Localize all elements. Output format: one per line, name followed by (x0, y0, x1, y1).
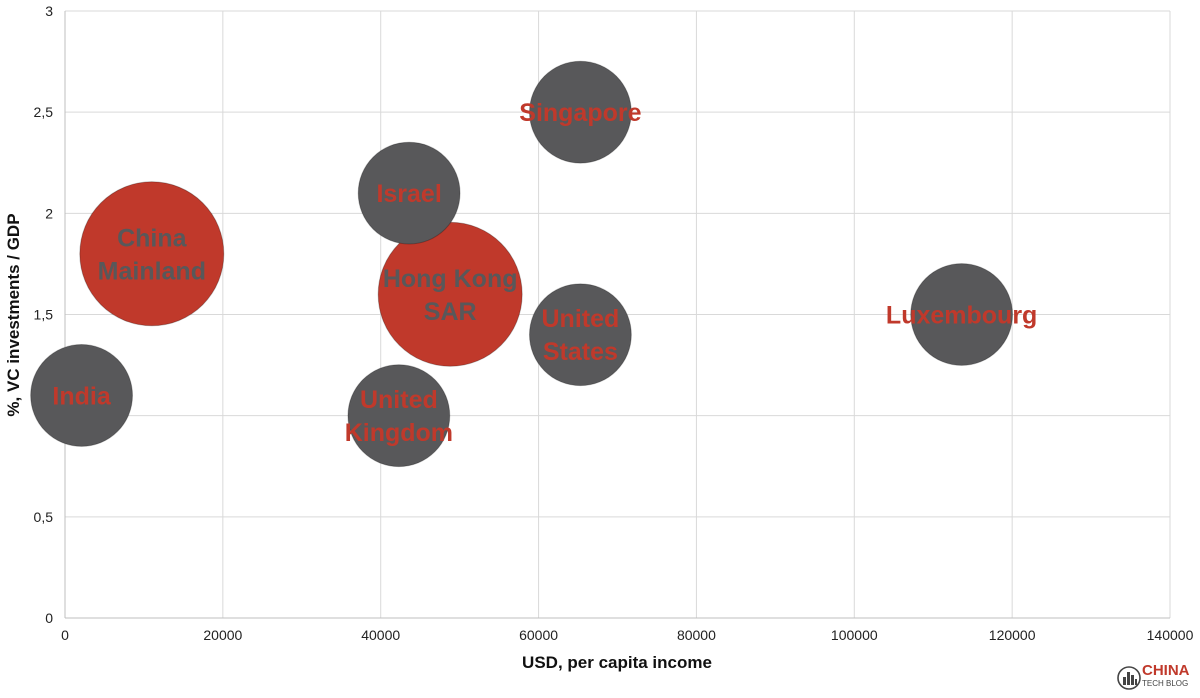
logo-name: CHINA (1142, 662, 1190, 679)
bubble-labels: China Mainland Hong Kong SAR Singapore Israel… (52, 99, 1037, 447)
bubble-hong-kong-sar (377, 221, 523, 367)
x-tick-label: 40000 (361, 627, 400, 643)
bubble-united-kingdom (347, 364, 451, 468)
x-tick-label: 80000 (677, 627, 716, 643)
y-tick-label: 2,5 (34, 104, 54, 120)
y-tick-label: 3 (45, 3, 53, 19)
bubble-label-luxembourg: Luxembourg (886, 302, 1037, 330)
bubble-label-united-states: States (543, 338, 618, 366)
x-tick-label: 20000 (203, 627, 242, 643)
logo-subtitle: TECH BLOG (1142, 679, 1189, 688)
y-tick-label: 2 (45, 205, 53, 221)
bubble-luxembourg (910, 263, 1014, 366)
bubble-label-hong-kong-sar: SAR (424, 298, 477, 326)
x-tick-label: 100000 (831, 627, 878, 643)
y-tick-label: 1,5 (34, 307, 54, 323)
x-axis-ticks: 0 20000 40000 60000 80000 100000 120000 140000 (61, 627, 1193, 643)
x-tick-label: 60000 (519, 627, 558, 643)
bubble-india (30, 344, 133, 447)
bubble-china-mainland (79, 181, 225, 327)
bubble-label-united-states: United (542, 305, 620, 333)
city-skyline-icon (1117, 666, 1141, 690)
y-tick-label: 0 (45, 610, 53, 626)
x-tick-label: 140000 (1147, 627, 1194, 643)
bubble-israel (357, 141, 461, 245)
y-axis-ticks: 00,511,522,53 (34, 3, 54, 626)
bubble-label-india: India (52, 382, 111, 410)
y-tick-label: 0,5 (34, 509, 54, 525)
bubble-label-israel: Israel (376, 180, 441, 208)
x-tick-label: 120000 (989, 627, 1036, 643)
bubble-label-china-mainland: China (117, 224, 188, 252)
bubbles (30, 60, 1014, 468)
bubble-label-hong-kong-sar: Hong Kong (383, 265, 518, 293)
bubble-singapore (528, 60, 632, 164)
x-axis-title: USD, per capita income (522, 653, 712, 672)
bubble-label-united-kingdom: Kingdom (345, 419, 453, 447)
china-tech-blog-logo: CHINA TECH BLOG (1116, 662, 1194, 694)
x-tick-label: 0 (61, 627, 69, 643)
bubble-united-states (528, 283, 632, 387)
bubble-label-singapore: Singapore (519, 99, 641, 127)
y-axis-title: %, VC investments / GDP (4, 213, 23, 416)
bubble-label-china-mainland: Mainland (98, 257, 206, 285)
bubble-label-united-kingdom: United (360, 386, 438, 414)
